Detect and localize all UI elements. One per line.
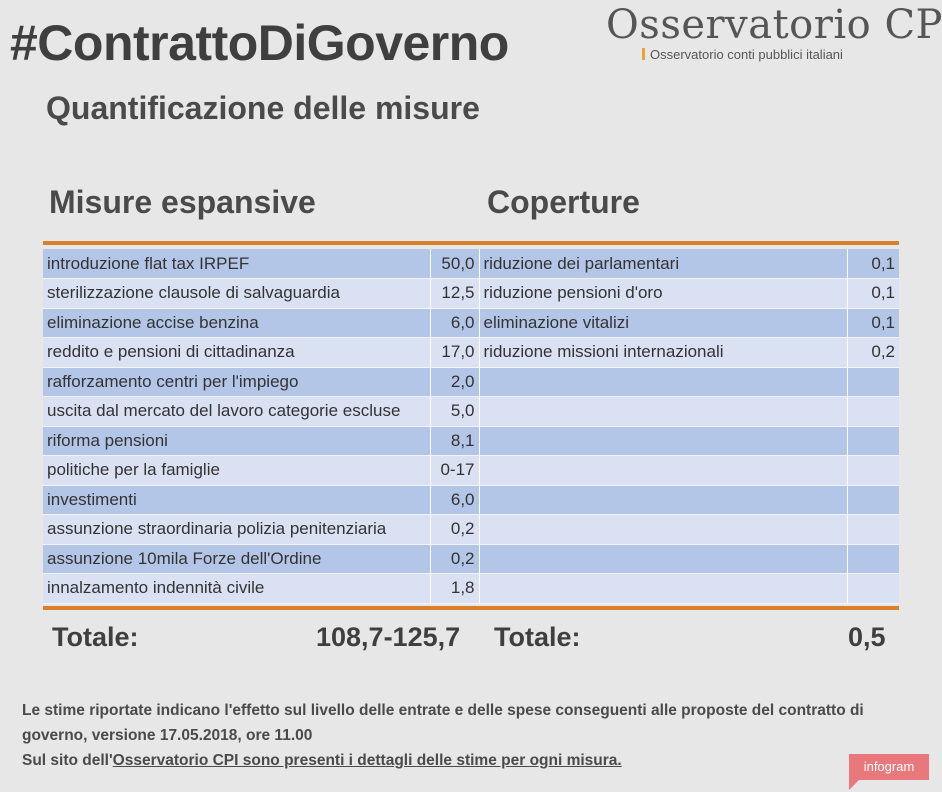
page-hashtag-title: #ContrattoDiGoverno xyxy=(10,15,509,71)
footnotes: Le stime riportate indicano l'effetto su… xyxy=(22,698,922,773)
coverage-name-cell xyxy=(479,455,848,486)
table-row: politiche per la famiglie 0-17 xyxy=(43,455,899,486)
coverage-value-cell xyxy=(847,573,899,604)
measures-table: introduzione flat tax IRPEF 50,0 riduzione… xyxy=(43,249,899,604)
total-label-misure: Totale: xyxy=(52,622,139,652)
measure-name-cell: riforma pensioni xyxy=(43,426,431,456)
table-row: eliminazione accise benzina 6,0 eliminazio… xyxy=(43,308,899,338)
osservatorio-cpi-logo[interactable]: Osservatorio CPI Osservatorio conti pubb… xyxy=(606,2,942,62)
total-label-coperture: Totale: xyxy=(494,622,581,652)
measure-value-cell: 2,0 xyxy=(430,367,480,397)
footnote-site: Sul sito dell'Osservatorio CPI sono pres… xyxy=(22,748,922,773)
measure-value-cell: 5,0 xyxy=(430,396,480,427)
coverage-name-cell xyxy=(479,367,848,397)
measure-value-cell: 50,0 xyxy=(430,249,480,279)
measure-name-cell: investimenti xyxy=(43,485,431,515)
coverage-name-cell: eliminazione vitalizi xyxy=(479,308,848,338)
coverage-name-cell: riduzione pensioni d'oro xyxy=(479,278,848,309)
coverage-value-cell: 0,1 xyxy=(847,308,899,338)
logo-subtitle-text: Osservatorio conti pubblici italiani xyxy=(650,47,843,62)
coverage-name-cell xyxy=(479,485,848,515)
table-row: sterilizzazione clausole di salvaguardia… xyxy=(43,278,899,309)
measure-name-cell: rafforzamento centri per l'impiego xyxy=(43,367,431,397)
column-heading-coperture: Coperture xyxy=(487,184,640,220)
measure-value-cell: 8,1 xyxy=(430,426,480,456)
coverage-value-cell xyxy=(847,396,899,427)
measure-name-cell: uscita dal mercato del lavoro categorie … xyxy=(43,396,431,427)
measure-name-cell: assunzione straordinaria polizia peniten… xyxy=(43,514,431,545)
table-row: introduzione flat tax IRPEF 50,0 riduzione… xyxy=(43,249,899,279)
table-row: rafforzamento centri per l'impiego 2,0 xyxy=(43,367,899,397)
table-row: reddito e pensioni di cittadinanza 17,0 ri… xyxy=(43,337,899,368)
table-row: assunzione straordinaria polizia peniten… xyxy=(43,514,899,545)
coverage-name-cell: riduzione missioni internazionali xyxy=(479,337,848,368)
table-bottom-rule xyxy=(43,605,899,610)
measure-name-cell: sterilizzazione clausole di salvaguardia xyxy=(43,278,431,309)
measure-name-cell: reddito e pensioni di cittadinanza xyxy=(43,337,431,368)
table-row: assunzione 10mila Forze dell'Ordine 0,2 xyxy=(43,544,899,574)
coverage-value-cell: 0,1 xyxy=(847,249,899,279)
measure-value-cell: 6,0 xyxy=(430,485,480,515)
coverage-name-cell xyxy=(479,514,848,545)
total-value-misure: 108,7-125,7 xyxy=(316,622,461,652)
table-row: uscita dal mercato del lavoro categorie … xyxy=(43,396,899,427)
measures-table-container: introduzione flat tax IRPEF 50,0 riduzione… xyxy=(43,241,899,610)
coverage-value-cell xyxy=(847,426,899,456)
measure-value-cell: 0,2 xyxy=(430,544,480,574)
logo-bar-icon xyxy=(642,48,645,60)
table-top-rule xyxy=(43,241,899,245)
total-value-coperture: 0,5 xyxy=(848,622,886,652)
measure-value-cell: 0,2 xyxy=(430,514,480,545)
coverage-value-cell: 0,1 xyxy=(847,278,899,309)
measure-name-cell: innalzamento indennità civile xyxy=(43,573,431,604)
coverage-name-cell xyxy=(479,544,848,574)
measure-value-cell: 17,0 xyxy=(430,337,480,368)
logo-subtitle: Osservatorio conti pubblici italiani xyxy=(606,47,936,62)
measure-value-cell: 1,8 xyxy=(430,573,480,604)
osservatorio-details-link[interactable]: Osservatorio CPI sono presenti i dettagl… xyxy=(112,752,622,769)
logo-title: Osservatorio CPI xyxy=(606,2,942,48)
measure-name-cell: politiche per la famiglie xyxy=(43,455,431,486)
table-row: riforma pensioni 8,1 xyxy=(43,426,899,456)
table-row: investimenti 6,0 xyxy=(43,485,899,515)
footnote-site-prefix: Sul sito dell' xyxy=(22,752,113,769)
coverage-value-cell xyxy=(847,367,899,397)
coverage-name-cell xyxy=(479,426,848,456)
coverage-value-cell xyxy=(847,544,899,574)
coverage-name-cell xyxy=(479,396,848,427)
measure-value-cell: 12,5 xyxy=(430,278,480,309)
section-subtitle: Quantificazione delle misure xyxy=(46,90,480,126)
measure-name-cell: assunzione 10mila Forze dell'Ordine xyxy=(43,544,431,574)
coverage-name-cell xyxy=(479,573,848,604)
measure-name-cell: introduzione flat tax IRPEF xyxy=(43,249,431,279)
infogram-badge[interactable]: infogram xyxy=(849,754,929,790)
coverage-name-cell: riduzione dei parlamentari xyxy=(479,249,848,279)
coverage-value-cell xyxy=(847,455,899,486)
column-heading-misure: Misure espansive xyxy=(49,184,316,220)
coverage-value-cell: 0,2 xyxy=(847,337,899,368)
coverage-value-cell xyxy=(847,485,899,515)
measure-value-cell: 6,0 xyxy=(430,308,480,338)
footnote-estimates: Le stime riportate indicano l'effetto su… xyxy=(22,702,864,744)
table-row: innalzamento indennità civile 1,8 xyxy=(43,573,899,604)
measure-value-cell: 0-17 xyxy=(430,455,480,486)
measure-name-cell: eliminazione accise benzina xyxy=(43,308,431,338)
coverage-value-cell xyxy=(847,514,899,545)
